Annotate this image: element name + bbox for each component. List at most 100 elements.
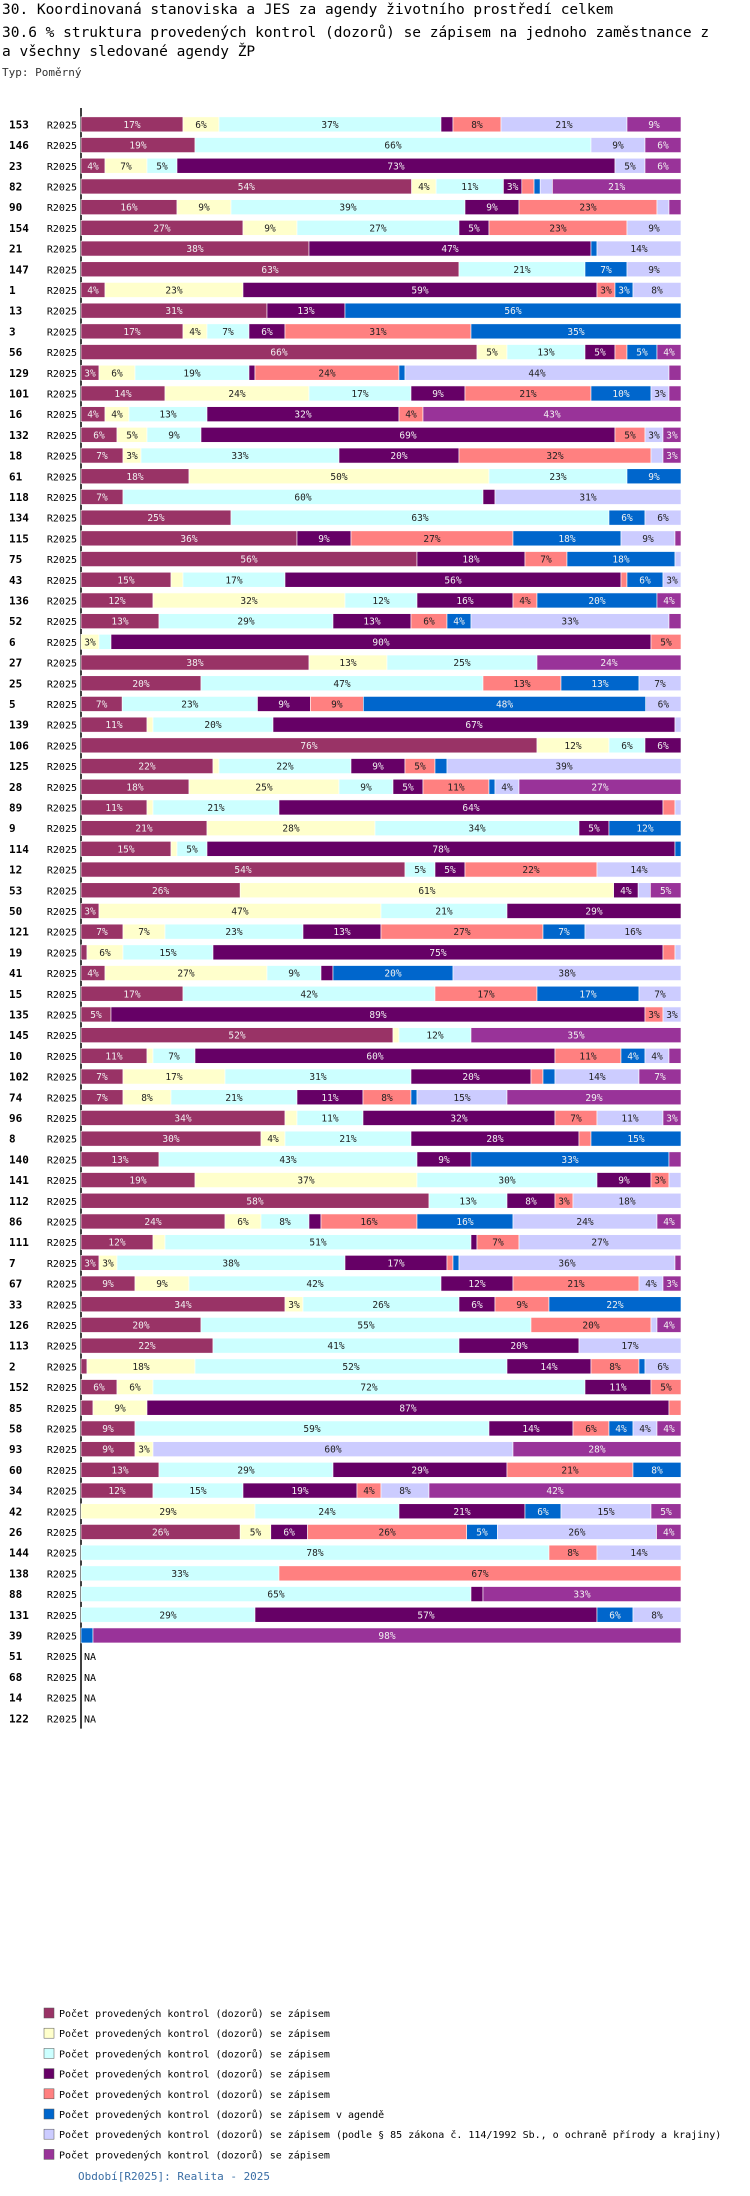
bar-segment [533, 178, 541, 195]
bar-value-label: 9% [198, 203, 210, 214]
bar-value-label: 13% [459, 1196, 476, 1207]
bar-value-label: 31% [309, 1072, 326, 1083]
bar-value-label: 5% [588, 824, 600, 835]
bar-segment [428, 1482, 682, 1499]
bar-value-label: 3% [288, 1300, 300, 1311]
bar-value-label: 33% [231, 451, 248, 462]
bar-value-label: 23% [225, 927, 242, 938]
row-period-label: R2025 [47, 928, 77, 939]
bar-value-label: 3% [84, 637, 96, 648]
bar-value-label: 3% [138, 1445, 150, 1456]
row-period-label: R2025 [47, 1673, 77, 1684]
bar-value-label: 14% [630, 244, 647, 255]
row-period-label: R2025 [47, 1631, 77, 1642]
bar-segment [278, 1565, 682, 1582]
bar-value-label: 8% [381, 1093, 393, 1104]
bar-segment [152, 1234, 166, 1250]
row-id-label: 112 [9, 1195, 29, 1208]
bar-segment [632, 1606, 682, 1623]
row-id-label: 153 [9, 118, 29, 131]
row-id-label: 121 [9, 926, 29, 939]
bar-segment [440, 116, 454, 133]
bar-segment [80, 1358, 88, 1375]
bar-value-label: 12% [108, 1238, 125, 1249]
row-period-label: R2025 [47, 1176, 77, 1187]
row-id-label: 86 [9, 1215, 23, 1228]
bar-segment [488, 778, 496, 795]
bar-value-label: 13% [111, 1465, 128, 1476]
row-period-label: R2025 [47, 555, 77, 566]
row-period-label: R2025 [47, 472, 77, 483]
bar-value-label: 21% [135, 824, 152, 835]
legend-swatch [43, 2048, 55, 2059]
bar-value-label: 9% [360, 782, 372, 793]
bar-value-label: 6% [585, 1424, 597, 1435]
row-id-label: 58 [9, 1422, 22, 1435]
bar-value-label: 21% [207, 803, 224, 814]
bar-value-label: 9% [648, 472, 660, 483]
row-period-label: R2025 [47, 452, 77, 463]
chart-type-label: Typ: Poměrný [2, 66, 82, 79]
bar-value-label: 15% [597, 1507, 614, 1518]
bar-value-label: 64% [462, 803, 479, 814]
bar-value-label: 9% [278, 699, 290, 710]
row-period-label: R2025 [47, 1611, 77, 1622]
chart-title-line-2: 30.6 % struktura provedených kontrol (do… [2, 25, 710, 41]
bar-value-label: 4% [453, 617, 465, 628]
row-id-label: 60 [9, 1464, 22, 1477]
row-id-label: 129 [9, 367, 29, 380]
bar-value-label: 58% [246, 1196, 263, 1207]
bar-value-label: 4% [418, 182, 430, 193]
bar-value-label: 38% [186, 244, 203, 255]
bar-segment [656, 1317, 682, 1333]
row-period-label: R2025 [47, 1135, 77, 1146]
bar-value-label: 11% [321, 1093, 338, 1104]
bar-value-label: 17% [477, 989, 494, 1000]
bar-value-label: 13% [363, 617, 380, 628]
bar-value-label: 17% [165, 1072, 182, 1083]
row-id-label: 139 [9, 719, 29, 732]
row-period-label: R2025 [47, 1445, 77, 1456]
legend-swatch [43, 2027, 55, 2039]
bar-value-label: 7% [600, 265, 612, 276]
bar-value-label: 13% [339, 658, 356, 669]
row-id-label: 146 [9, 139, 29, 152]
bar-segment [626, 468, 682, 485]
period-footer[interactable]: Období[R2025]: Realita - 2025 [78, 2170, 271, 2183]
bar-value-label: 98% [378, 1631, 395, 1642]
bar-value-label: 9% [516, 1300, 528, 1311]
row-period-label: R2025 [47, 1487, 77, 1498]
bar-value-label: 28% [486, 1134, 503, 1145]
bar-value-label: 15% [627, 1134, 644, 1145]
bar-segment [92, 1627, 682, 1644]
row-na-label: NA [84, 1673, 96, 1684]
legend-swatch [43, 2088, 55, 2100]
bar-value-label: 3% [666, 1010, 678, 1021]
bar-value-label: 20% [588, 596, 605, 607]
row-period-label: R2025 [47, 969, 77, 980]
bar-value-label: 50% [330, 472, 347, 483]
bar-value-label: 8% [651, 285, 663, 296]
bar-value-label: 6% [657, 741, 669, 752]
bar-segment [536, 654, 682, 671]
bar-segment [521, 178, 535, 195]
row-id-label: 43 [9, 574, 22, 587]
row-id-label: 75 [9, 553, 22, 566]
row-period-label: R2025 [47, 369, 77, 380]
bar-value-label: 12% [372, 596, 389, 607]
bar-value-label: 6% [129, 1383, 141, 1394]
row-id-label: 28 [9, 781, 22, 794]
chart-title-line-3: a všechny sledované agendy ŽP [2, 44, 256, 60]
bar-value-label: 4% [363, 1486, 375, 1497]
bar-value-label: 73% [387, 161, 404, 172]
bar-value-label: 75% [429, 948, 446, 959]
bar-value-label: 47% [441, 244, 458, 255]
row-period-label: R2025 [47, 1714, 77, 1725]
bar-value-label: 27% [453, 927, 470, 938]
legend-label: Počet provedených kontrol (dozorů) se zá… [59, 2109, 384, 2121]
bar-value-label: 29% [159, 1507, 176, 1518]
bar-value-label: 4% [663, 1424, 675, 1435]
bar-value-label: 9% [156, 1279, 168, 1290]
bar-value-label: 6% [537, 1507, 549, 1518]
